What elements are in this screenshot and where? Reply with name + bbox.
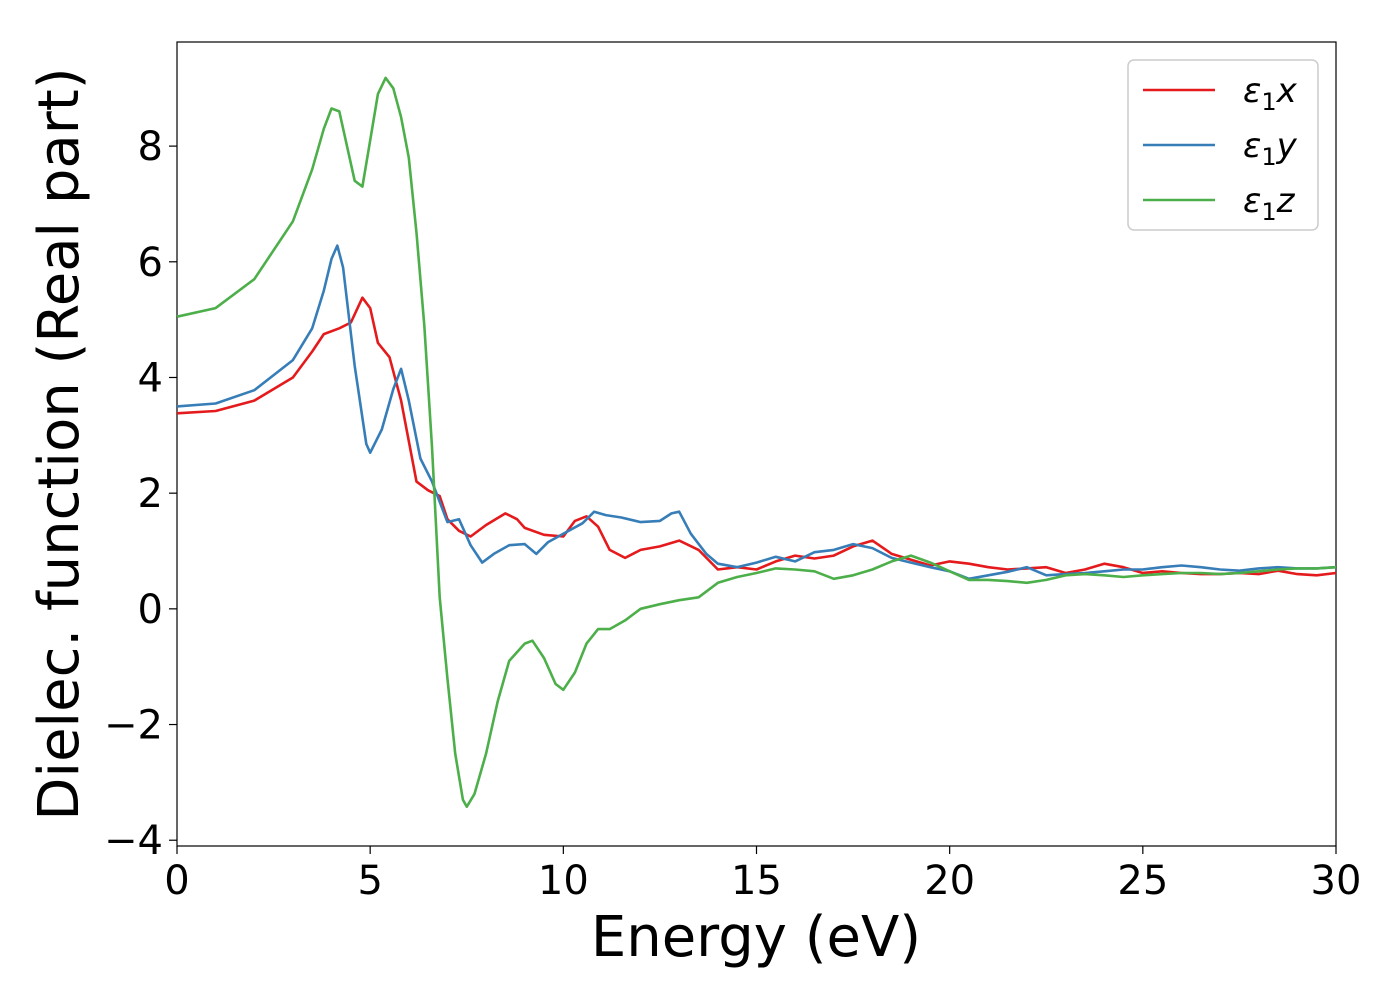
y-axis-ticks: −4 −2 0 2 4 6 8 [104,124,177,864]
x-tick-label: 25 [1117,858,1168,904]
legend-label-x: ε1x [1243,71,1298,116]
series-line-z [176,76,1337,808]
x-axis-title: Energy (eV) [591,905,921,970]
legend-label-y: ε1y [1243,126,1298,171]
y-tick-label: −4 [104,818,163,864]
x-tick-label: 5 [357,858,382,904]
series-line-x [176,296,1337,577]
y-tick-label: 8 [138,124,163,170]
legend-label-z: ε1z [1243,181,1296,226]
x-tick-label: 0 [164,858,189,904]
y-tick-label: 2 [138,471,163,517]
series-line-y [176,244,1337,581]
x-tick-label: 30 [1311,858,1362,904]
y-tick-label: −2 [104,703,163,749]
y-tick-label: 0 [138,587,163,633]
x-tick-label: 20 [924,858,975,904]
x-tick-label: 15 [731,858,782,904]
x-axis-ticks: 0 5 10 15 20 25 30 [164,846,1361,904]
legend-box [1127,59,1319,231]
y-tick-label: 6 [138,240,163,286]
y-axis-title: Dielec. function (Real part) [27,67,92,820]
x-tick-label: 10 [538,858,589,904]
y-tick-label: 4 [138,355,163,401]
legend: ε1x ε1y ε1z [1127,59,1319,231]
series-layer [176,76,1337,808]
